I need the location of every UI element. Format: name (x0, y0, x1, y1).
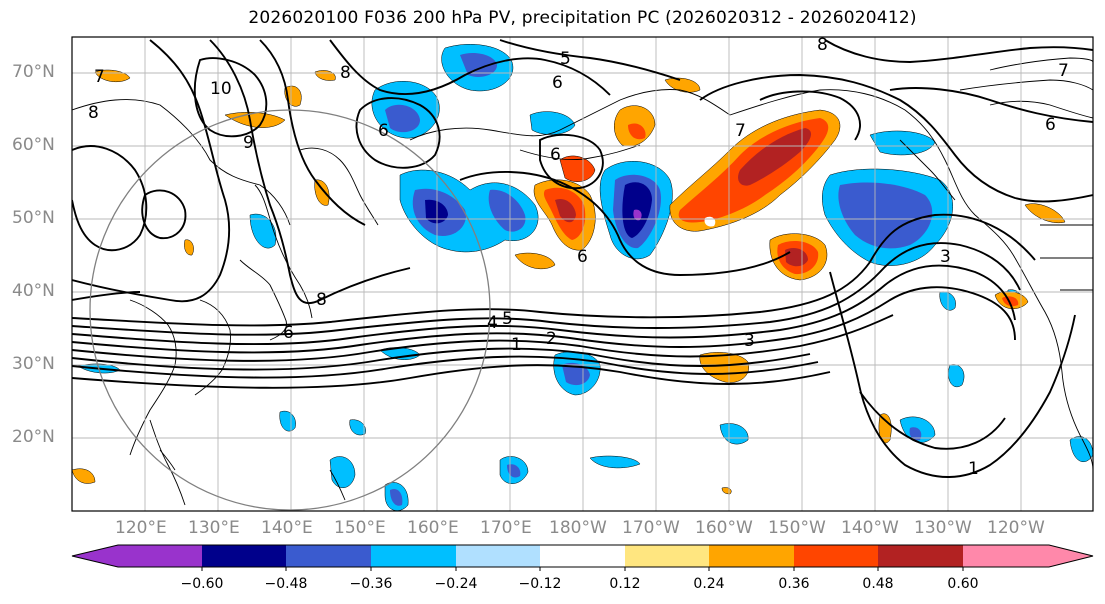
lat-label: 60°N (12, 135, 55, 155)
contour-label: 6 (550, 145, 561, 165)
map-background (72, 37, 1093, 511)
lon-label: 120°W (987, 518, 1045, 538)
contour-label: 6 (552, 73, 563, 93)
contour-label: 9 (243, 133, 254, 153)
lon-label: 180°W (549, 518, 607, 538)
contour-label: 8 (88, 103, 99, 123)
colorbar-extend-low (72, 545, 118, 567)
lon-label: 120°E (115, 518, 167, 538)
colorbar-tick-label: −0.36 (349, 576, 393, 592)
contour-label: 4 (487, 313, 498, 333)
contour-label: 6 (577, 247, 588, 267)
contour-label: 2 (546, 329, 557, 349)
colorbar-tick-label: −0.24 (434, 576, 478, 592)
map-frame (71, 36, 1094, 512)
lat-label: 40°N (12, 281, 55, 301)
map-title: 2026020100 F036 200 hPa PV, precipitatio… (248, 8, 917, 28)
lat-label: 30°N (12, 354, 55, 374)
lat-label: 50°N (12, 208, 55, 228)
lon-label: 140°E (261, 518, 313, 538)
lon-label: 170°E (480, 518, 532, 538)
contour-label: 3 (940, 247, 951, 267)
contour-label: 7 (94, 67, 105, 87)
graticule (72, 37, 1093, 511)
contour-label: 8 (316, 290, 327, 310)
lat-label: 20°N (12, 427, 55, 447)
colorbar-extend-high (1049, 545, 1093, 567)
contour-label: 8 (817, 35, 828, 55)
colorbar-tick-label: −0.12 (518, 576, 562, 592)
contour-label: 6 (1045, 115, 1056, 135)
lon-label: 160°E (407, 518, 459, 538)
contour-label: 5 (502, 309, 513, 329)
lon-label: 150°E (334, 518, 386, 538)
reference-circle (89, 109, 491, 511)
coastlines (72, 57, 1093, 506)
colorbar-tick-label: 0.48 (862, 576, 894, 592)
contour-label: 8 (340, 63, 351, 83)
lon-label: 130°E (188, 518, 240, 538)
colorbar-tick-label: 0.24 (693, 576, 725, 592)
contour-label: 7 (1058, 61, 1069, 81)
contour-label: 6 (378, 121, 389, 141)
contour-label: 1 (968, 459, 979, 479)
lon-label: 160°W (695, 518, 753, 538)
colorbar-tick-label: 0.12 (609, 576, 641, 592)
contour-label: 5 (560, 49, 571, 69)
lon-label: 140°W (841, 518, 899, 538)
contour-label: 3 (744, 331, 755, 351)
colorbar-tick-label: −0.48 (264, 576, 308, 592)
contour-labels: 10 9 8 8 8 8 7 7 6 6 6 6 6 5 5 4 3 3 2 1… (88, 35, 1069, 479)
lon-label: 130°W (914, 518, 972, 538)
colorbar-tick-label: 0.60 (947, 576, 979, 592)
contour-label: 1 (511, 335, 522, 355)
precip-shading (72, 44, 1093, 511)
contour-label: 10 (210, 79, 232, 99)
colorbar-tick-label: −0.60 (180, 576, 224, 592)
pv-contours (72, 39, 1093, 478)
lat-label: 70°N (12, 62, 55, 82)
contour-label: 6 (283, 323, 294, 343)
colorbar (71, 544, 1094, 571)
lon-label: 170°W (622, 518, 680, 538)
contour-label: 7 (735, 121, 746, 141)
colorbar-tick-label: 0.36 (778, 576, 810, 592)
lon-label: 150°W (768, 518, 826, 538)
